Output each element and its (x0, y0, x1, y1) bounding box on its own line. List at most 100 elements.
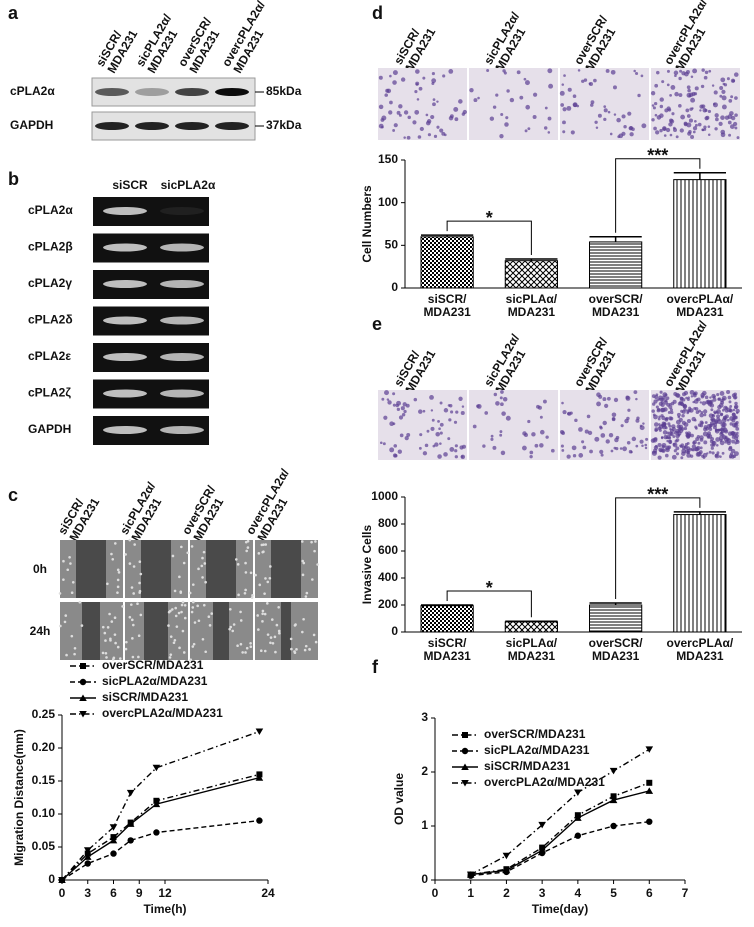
cell (250, 596, 254, 599)
cell (431, 72, 435, 76)
cell (174, 614, 178, 618)
gel-band (103, 426, 147, 434)
cell (700, 395, 705, 399)
cell (594, 120, 598, 124)
cell (181, 629, 185, 633)
cell (704, 116, 709, 121)
cell (139, 613, 143, 617)
cell (660, 436, 664, 440)
series-line (470, 820, 650, 877)
cell (110, 552, 113, 556)
cell (228, 627, 231, 631)
cell (59, 624, 62, 628)
cell (560, 444, 564, 448)
cell (714, 113, 719, 118)
cell (603, 108, 608, 113)
cell (561, 83, 565, 86)
marker (255, 774, 264, 781)
cell (133, 543, 136, 546)
cell (690, 395, 694, 398)
column-label: siSCR (112, 178, 148, 192)
cell (58, 592, 62, 595)
cell (708, 450, 712, 454)
cell (709, 426, 712, 429)
cell (476, 404, 480, 408)
marker (574, 814, 582, 821)
cell (169, 653, 173, 656)
x-tick-label: overcPLAα/MDA231 (667, 636, 734, 663)
cell (290, 647, 293, 651)
cell (524, 129, 528, 133)
cell (128, 562, 132, 565)
cell (448, 418, 452, 422)
cell (610, 449, 614, 453)
cell (460, 454, 466, 460)
cell (438, 427, 441, 431)
cell (236, 644, 239, 648)
cell (175, 625, 179, 628)
cell (631, 127, 635, 131)
cell (720, 115, 725, 120)
cell (378, 75, 383, 80)
cell (245, 646, 249, 650)
cell (131, 618, 134, 622)
cell (572, 94, 577, 98)
cell (639, 425, 645, 431)
cell (174, 606, 177, 610)
cell (607, 110, 611, 114)
cell (721, 425, 726, 431)
cell (418, 446, 422, 450)
cell (461, 444, 466, 449)
cell (726, 77, 730, 81)
cell (266, 602, 269, 605)
column-label: overSCR/MDA231 (571, 13, 622, 74)
cell (190, 545, 194, 548)
gel-band (160, 426, 204, 434)
y-tick-label: 800 (378, 516, 398, 530)
y-axis-title: Invasive Cells (360, 524, 374, 604)
cell (704, 421, 708, 424)
gel-band (160, 243, 204, 252)
y-tick-label: 50 (385, 238, 399, 252)
cell (681, 451, 686, 456)
cell (71, 581, 75, 584)
cell (116, 578, 120, 582)
cell (106, 626, 110, 629)
cell (453, 420, 458, 424)
marker (126, 789, 135, 797)
cell (673, 449, 677, 453)
cell (430, 409, 434, 412)
cell (399, 433, 404, 438)
cell (661, 424, 667, 430)
cell (608, 432, 614, 438)
scratch-gap (76, 540, 106, 598)
cell (669, 427, 672, 431)
cell (439, 442, 442, 445)
cell (437, 419, 440, 423)
marker (83, 853, 92, 860)
cell (392, 129, 396, 132)
cell (202, 603, 206, 607)
cell (128, 615, 132, 619)
cell (189, 658, 193, 661)
cell (398, 415, 404, 420)
cell (392, 422, 396, 426)
cell (505, 415, 511, 421)
cell (711, 440, 717, 446)
cell (424, 443, 429, 448)
cell (702, 390, 707, 396)
cell (171, 554, 175, 558)
cell (392, 70, 398, 76)
cell (257, 552, 261, 555)
cell (686, 122, 692, 128)
cell (482, 444, 486, 448)
y-tick-label: 2 (421, 764, 428, 778)
cell (387, 400, 392, 405)
cell (625, 395, 630, 400)
cell (711, 451, 715, 455)
cell (593, 78, 597, 83)
cell (678, 104, 682, 108)
marker (645, 787, 654, 794)
cell (301, 559, 305, 563)
